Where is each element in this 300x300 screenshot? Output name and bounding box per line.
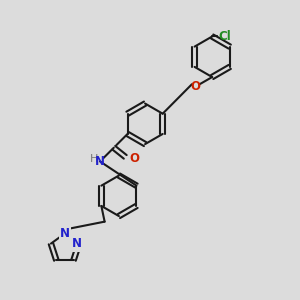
Text: N: N — [95, 155, 105, 168]
Text: N: N — [60, 227, 70, 240]
Text: O: O — [190, 80, 200, 93]
Text: Cl: Cl — [218, 30, 231, 43]
Text: N: N — [72, 237, 82, 250]
Text: O: O — [129, 152, 139, 165]
Text: H: H — [90, 154, 98, 164]
